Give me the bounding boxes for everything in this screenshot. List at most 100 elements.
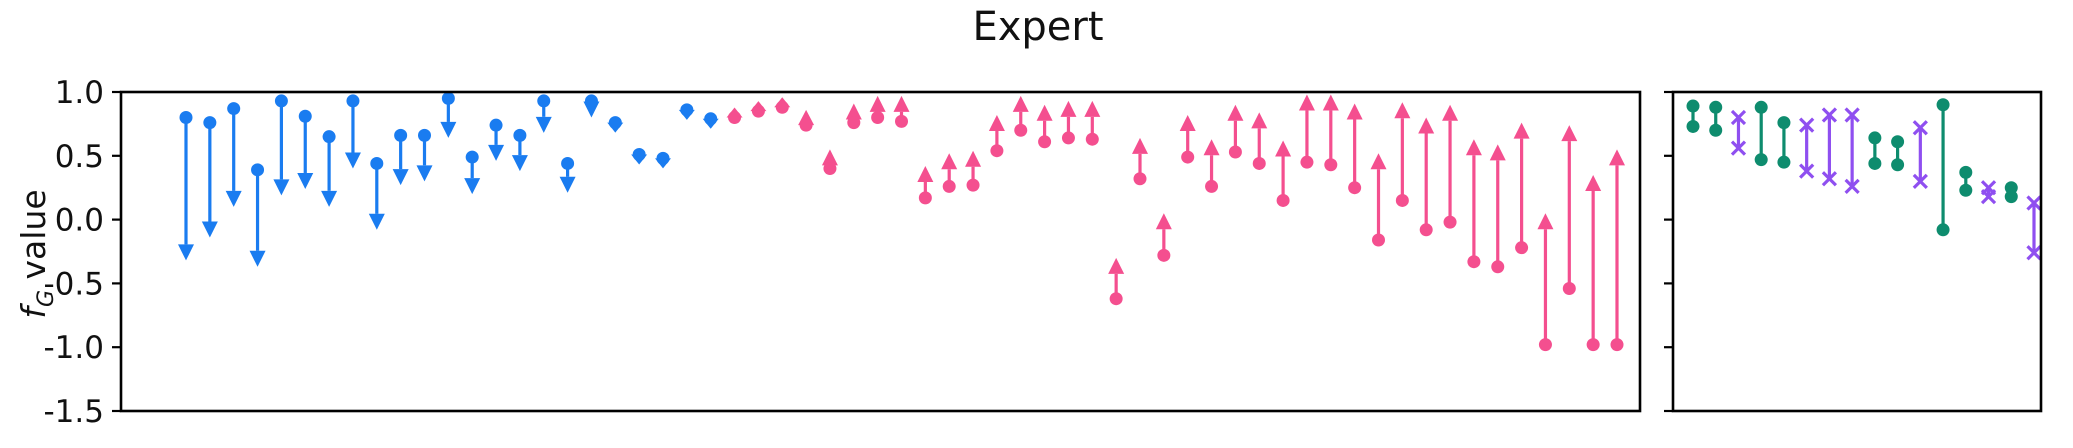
arrow-mark — [1298, 94, 1315, 169]
arrow-start-dot — [775, 100, 789, 114]
arrow-mark — [464, 150, 481, 195]
arrow-mark — [893, 95, 910, 128]
arrow-head — [1489, 144, 1506, 161]
dumbbell-dot — [1709, 100, 1723, 114]
interval-mark — [1709, 100, 1723, 137]
arrow-start-dot — [1538, 338, 1552, 352]
arrow-mark — [774, 97, 791, 114]
interval-mark — [1730, 109, 1747, 156]
arrow-start-dot — [561, 156, 575, 170]
interval-mark — [1777, 116, 1791, 169]
arrow-head — [893, 95, 910, 112]
arrow-head — [416, 165, 433, 182]
arrow-mark — [726, 107, 743, 125]
y-axis-label-text: value — [14, 189, 53, 290]
arrow-head — [249, 250, 266, 267]
arrow-head — [1275, 140, 1292, 157]
interval-mark — [1936, 98, 1950, 237]
arrow-start-dot — [1133, 172, 1147, 186]
arrow-mark — [631, 148, 648, 165]
arrow-head — [1537, 213, 1554, 230]
arrow-mark — [1370, 153, 1387, 247]
interval-mark — [1821, 107, 1838, 187]
cross-marker — [2026, 195, 2042, 211]
dumbbell-dot — [1868, 156, 1882, 170]
arrow-head — [1060, 100, 1077, 117]
arrow-start-dot — [823, 162, 837, 176]
arrow-head — [535, 116, 552, 133]
dumbbell-dot — [1959, 183, 1973, 197]
arrow-mark — [1251, 112, 1268, 170]
arrow-head — [1561, 125, 1578, 142]
arrow-start-dot — [298, 109, 312, 123]
arrow-head — [1012, 95, 1029, 112]
arrow-mark — [273, 94, 290, 196]
arrow-start-dot — [966, 178, 980, 192]
arrow-head — [821, 149, 838, 166]
dumbbell-dot — [2004, 190, 2018, 204]
cross-marker — [1821, 107, 1838, 123]
arrow-mark — [1585, 174, 1602, 352]
arrow-mark — [965, 150, 982, 192]
main-panel-frame — [119, 90, 1642, 413]
arrow-start-dot — [1300, 155, 1314, 169]
arrow-head — [368, 213, 385, 230]
interval-mark — [1754, 100, 1768, 167]
arrow-start-dot — [418, 128, 431, 142]
arrow-mark — [1346, 103, 1363, 195]
arrow-start-dot — [1157, 248, 1171, 262]
cross-marker — [1844, 178, 1860, 195]
arrow-start-dot — [203, 116, 217, 130]
arrow-head — [511, 155, 528, 172]
arrow-start-dot — [847, 116, 861, 130]
arrow-start-dot — [274, 94, 288, 108]
arrow-head — [321, 190, 338, 207]
arrow-start-dot — [1228, 145, 1242, 159]
interval-mark — [1686, 99, 1700, 133]
arrow-start-dot — [1467, 255, 1481, 269]
arrow-head — [1442, 104, 1459, 121]
dumbbell-dot — [1686, 119, 1700, 133]
arrow-head — [464, 178, 481, 195]
arrow-start-dot — [489, 118, 503, 132]
arrow-start-dot — [990, 144, 1004, 158]
arrow-mark — [1322, 94, 1339, 172]
y-tick-label: -1.0 — [44, 330, 105, 366]
arrow-head — [1251, 112, 1268, 129]
arrow-mark — [1108, 257, 1125, 306]
side-panel-marks — [1686, 98, 2042, 261]
cross-marker — [1799, 163, 1815, 179]
arrow-mark — [1489, 144, 1506, 274]
arrow-start-dot — [346, 94, 360, 108]
arrow-start-dot — [322, 130, 336, 144]
arrow-start-dot — [251, 163, 265, 177]
arrow-head — [941, 153, 958, 170]
arrow-start-dot — [1372, 233, 1385, 247]
arrow-head — [1585, 174, 1602, 191]
cross-marker — [1821, 171, 1838, 187]
arrow-mark — [344, 94, 361, 169]
arrow-head — [1155, 213, 1172, 230]
arrow-mark — [1012, 95, 1029, 137]
arrow-mark — [201, 116, 218, 238]
arrow-head — [1465, 139, 1482, 156]
arrow-head — [1513, 122, 1530, 139]
arrow-start-dot — [584, 94, 598, 108]
y-tick-label: 0.5 — [55, 139, 104, 175]
arrow-start-dot — [728, 111, 742, 125]
arrow-start-dot — [394, 128, 408, 142]
arrow-mark — [988, 114, 1005, 158]
dumbbell-dot — [1936, 223, 1950, 237]
arrow-start-dot — [680, 103, 694, 117]
arrow-head — [1108, 257, 1125, 274]
arrow-head — [488, 144, 505, 161]
arrow-start-dot — [1586, 338, 1600, 352]
arrow-mark — [225, 102, 242, 207]
arrow-mark — [1465, 139, 1482, 269]
dumbbell-dot — [1686, 99, 1700, 113]
dumbbell-dot — [1959, 165, 1973, 179]
arrow-mark — [249, 163, 266, 267]
arrow-start-dot — [632, 148, 646, 162]
cross-marker — [1730, 140, 1747, 156]
